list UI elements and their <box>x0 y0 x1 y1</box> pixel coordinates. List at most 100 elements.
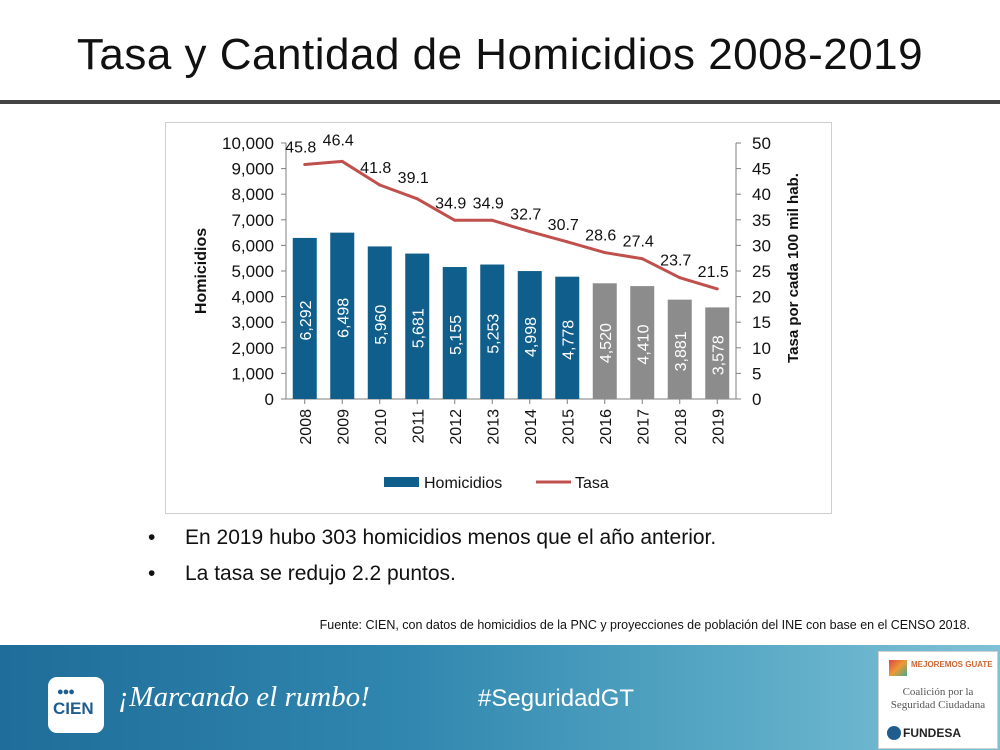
bar <box>480 264 505 399</box>
logo-dots: ●●● <box>57 686 75 698</box>
rate-value-label: 41.8 <box>360 160 391 177</box>
rate-value-label: 28.6 <box>585 228 616 245</box>
bar-value-label: 5,681 <box>410 308 427 348</box>
rate-value-label: 34.9 <box>435 195 466 212</box>
rate-line <box>304 159 718 291</box>
bullet-item: • La tasa se redujo 2.2 puntos. <box>148 556 716 592</box>
bar <box>705 307 730 399</box>
bullet-list: • En 2019 hubo 303 homicidios menos que … <box>148 520 716 592</box>
bar <box>442 267 467 399</box>
bar-value-label: 3,881 <box>673 331 690 371</box>
title-divider <box>0 100 1000 104</box>
rate-point <box>603 251 607 255</box>
x-tick-label: 2018 <box>673 409 690 445</box>
partner-middle-text: Coalición por la Seguridad Ciudadana <box>890 686 986 711</box>
mejoremos-guate-icon <box>889 660 907 676</box>
bullet-item: • En 2019 hubo 303 homicidios menos que … <box>148 520 716 556</box>
left-tick-label: 9,000 <box>231 160 274 179</box>
bar-value-label: 6,292 <box>298 300 315 340</box>
right-tick-label: 10 <box>752 339 771 358</box>
bar <box>330 232 355 399</box>
right-tick-label: 5 <box>752 364 761 383</box>
x-tick-label: 2016 <box>598 409 615 445</box>
bar <box>367 246 392 399</box>
y-axis-title-right: Tasa por cada 100 mil hab. <box>785 173 802 363</box>
rate-point <box>678 276 682 280</box>
y-axis-title: Homicidios <box>193 228 210 314</box>
rate-value-label: 46.4 <box>323 132 354 149</box>
rate-value-label: 34.9 <box>473 195 504 212</box>
hashtag: #SeguridadGT <box>478 685 635 712</box>
x-tick-label: 2013 <box>485 409 502 445</box>
rate-point <box>640 257 644 261</box>
legend-bar-label: Homicidios <box>424 475 502 492</box>
x-tick-label: 2014 <box>523 409 540 445</box>
left-tick-label: 0 <box>265 390 274 409</box>
bar <box>517 271 542 399</box>
bar-value-label: 5,253 <box>485 314 502 354</box>
right-tick-label: 0 <box>752 390 761 409</box>
left-tick-label: 4,000 <box>231 288 274 307</box>
bar-value-label: 6,498 <box>335 298 352 338</box>
bullet-text: En 2019 hubo 303 homicidios menos que el… <box>185 526 717 549</box>
bar <box>405 253 430 399</box>
bar <box>667 299 692 399</box>
right-tick-label: 20 <box>752 288 771 307</box>
x-tick-label: 2010 <box>373 409 390 445</box>
left-tick-label: 1,000 <box>231 364 274 383</box>
bar <box>630 286 655 399</box>
bullet-marker: • <box>148 526 156 549</box>
x-tick-label: 2019 <box>710 409 727 445</box>
rate-value-label: 23.7 <box>660 253 691 270</box>
cien-logo: ●●● CIEN <box>48 677 104 733</box>
partner-top-text: MEJOREMOS GUATE <box>911 660 993 669</box>
right-tick-label: 30 <box>752 236 771 255</box>
x-tick-label: 2008 <box>298 409 315 445</box>
bullet-text: La tasa se redujo 2.2 puntos. <box>185 562 456 585</box>
slogan: ¡Marcando el rumbo! <box>118 681 370 713</box>
right-tick-label: 25 <box>752 262 771 281</box>
rate-point <box>378 183 382 187</box>
left-tick-label: 3,000 <box>231 313 274 332</box>
page-title: Tasa y Cantidad de Homicidios 2008-2019 <box>76 30 924 79</box>
legend-line-label: Tasa <box>575 475 609 492</box>
fundesa-icon <box>887 726 901 740</box>
x-tick-label: 2009 <box>335 409 352 445</box>
right-tick-label: 45 <box>752 160 771 179</box>
right-tick-label: 40 <box>752 185 771 204</box>
rate-value-label: 39.1 <box>398 170 429 187</box>
rate-point <box>340 159 344 163</box>
rate-value-label: 30.7 <box>548 217 579 234</box>
rate-value-label: 32.7 <box>510 207 541 224</box>
right-tick-label: 15 <box>752 313 771 332</box>
bar-value-label: 3,578 <box>710 335 727 375</box>
left-tick-label: 8,000 <box>231 185 274 204</box>
right-tick-label: 50 <box>752 134 771 153</box>
rate-point <box>565 240 569 244</box>
left-tick-label: 2,000 <box>231 339 274 358</box>
rate-point <box>303 163 307 167</box>
rate-value-label: 21.5 <box>698 264 729 281</box>
source-note: Fuente: CIEN, con datos de homicidios de… <box>319 618 970 632</box>
bar <box>592 283 617 399</box>
bar-value-label: 5,155 <box>448 315 465 355</box>
x-tick-label: 2012 <box>448 409 465 445</box>
rate-value-label: 45.8 <box>285 140 316 157</box>
bar <box>555 276 580 399</box>
bar-value-label: 5,960 <box>373 305 390 345</box>
left-tick-label: 10,000 <box>222 134 274 153</box>
rate-value-label: 27.4 <box>623 234 654 251</box>
x-tick-label: 2011 <box>410 409 427 444</box>
left-tick-label: 6,000 <box>231 236 274 255</box>
left-tick-label: 7,000 <box>231 211 274 230</box>
chart-container: 0 1,000 2,000 3,000 4,000 5,000 6,000 7,000 8,00… <box>165 122 832 514</box>
logo-text: CIEN <box>53 699 94 718</box>
footer-banner: ●●● CIEN ¡Marcando el rumbo! #SeguridadG… <box>0 645 1000 750</box>
rate-point <box>715 287 719 291</box>
bar-value-label: 4,998 <box>523 317 540 357</box>
rate-point <box>453 218 457 222</box>
x-tick-label: 2017 <box>635 409 652 445</box>
rate-point <box>415 197 419 201</box>
bar-value-label: 4,410 <box>635 324 652 364</box>
rate-point <box>528 230 532 234</box>
